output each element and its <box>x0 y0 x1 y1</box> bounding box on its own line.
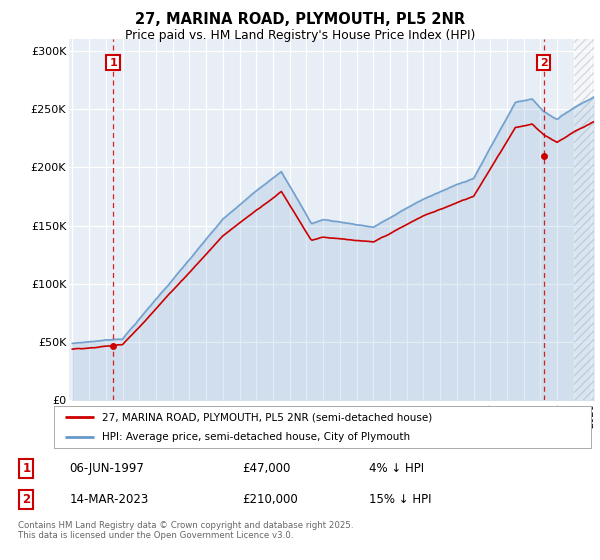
Text: 4% ↓ HPI: 4% ↓ HPI <box>369 463 424 475</box>
Text: 2: 2 <box>22 493 31 506</box>
Text: 27, MARINA ROAD, PLYMOUTH, PL5 2NR (semi-detached house): 27, MARINA ROAD, PLYMOUTH, PL5 2NR (semi… <box>103 412 433 422</box>
Text: 06-JUN-1997: 06-JUN-1997 <box>70 463 145 475</box>
Text: 2: 2 <box>540 58 548 68</box>
Text: £210,000: £210,000 <box>242 493 298 506</box>
Text: 1: 1 <box>109 58 117 68</box>
Text: 15% ↓ HPI: 15% ↓ HPI <box>369 493 431 506</box>
Text: HPI: Average price, semi-detached house, City of Plymouth: HPI: Average price, semi-detached house,… <box>103 432 410 442</box>
Text: Price paid vs. HM Land Registry's House Price Index (HPI): Price paid vs. HM Land Registry's House … <box>125 29 475 42</box>
Text: 14-MAR-2023: 14-MAR-2023 <box>70 493 149 506</box>
Text: Contains HM Land Registry data © Crown copyright and database right 2025.
This d: Contains HM Land Registry data © Crown c… <box>18 521 353 540</box>
Text: £47,000: £47,000 <box>242 463 291 475</box>
Bar <box>574 39 594 400</box>
Text: 1: 1 <box>22 463 31 475</box>
Text: 27, MARINA ROAD, PLYMOUTH, PL5 2NR: 27, MARINA ROAD, PLYMOUTH, PL5 2NR <box>135 12 465 27</box>
